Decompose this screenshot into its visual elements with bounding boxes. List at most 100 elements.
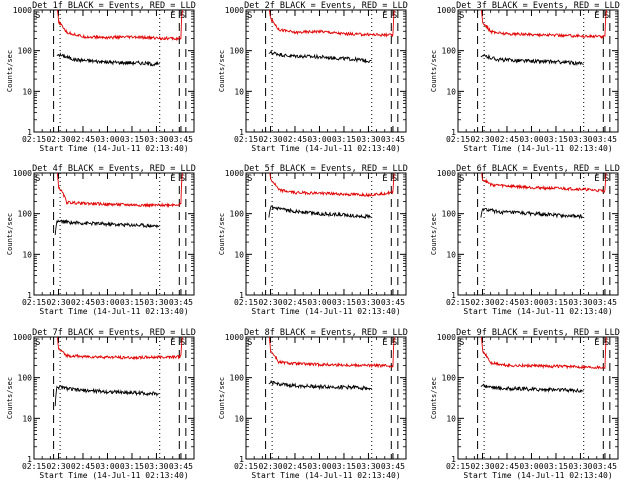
- s-marker: S: [392, 11, 397, 21]
- lld-series-line: [56, 10, 183, 42]
- y-tick-label: 10: [234, 87, 244, 96]
- y-axis-label: Counts/sec: [218, 50, 226, 92]
- x-tick-label: 03:15: [544, 298, 568, 307]
- y-axis-label: Counts/sec: [6, 213, 14, 255]
- x-axis-label: Start Time (14-Jul-11 02:13:40): [39, 307, 188, 316]
- s-marker: S: [35, 338, 40, 348]
- x-tick-label: 02:45: [495, 462, 519, 471]
- s-marker: S: [180, 11, 185, 21]
- y-tick-label: 1000: [13, 333, 32, 342]
- x-tick-label: 02:30: [258, 298, 282, 307]
- y-tick-label: 1: [451, 455, 456, 464]
- x-tick-label: 02:15: [22, 135, 46, 144]
- x-tick-label: 03:45: [593, 298, 617, 307]
- y-tick-label: 10: [446, 250, 456, 259]
- x-tick-label: 03:30: [568, 298, 592, 307]
- events-series-line: [268, 379, 372, 391]
- x-tick-label: 02:30: [258, 462, 282, 471]
- chart-title: Det 5f BLACK = Events, RED = LLD: [244, 164, 408, 174]
- x-tick-label: 02:45: [71, 462, 95, 471]
- lld-series-line: [56, 173, 183, 209]
- x-tick-label: 02:30: [46, 462, 70, 471]
- x-tick-label: 03:45: [381, 135, 405, 144]
- chart-title: Det 2f BLACK = Events, RED = LLD: [244, 1, 408, 11]
- y-tick-label: 10: [22, 414, 32, 423]
- y-tick-label: 1000: [437, 6, 456, 15]
- x-tick-label: 03:45: [593, 135, 617, 144]
- detector-chart-2: Det 2f BLACK = Events, RED = LLD 1 10 100 10…: [218, 1, 408, 153]
- e-marker: E: [382, 174, 387, 184]
- detector-chart-4: Det 4f BLACK = Events, RED = LLD 1 10 100 10…: [6, 164, 196, 316]
- e-marker: E: [382, 11, 387, 21]
- events-series-line: [268, 205, 372, 220]
- x-tick-label: 02:15: [234, 135, 258, 144]
- y-tick-label: 100: [18, 374, 33, 383]
- x-tick-label: 03:45: [381, 298, 405, 307]
- s-marker: S: [247, 174, 252, 184]
- s-marker: S: [392, 174, 397, 184]
- y-tick-label: 1: [27, 128, 32, 137]
- plot-frame: [33, 336, 195, 460]
- y-axis-label: Counts/sec: [6, 377, 14, 419]
- e-marker: E: [170, 338, 175, 348]
- s-marker: S: [459, 11, 464, 21]
- x-tick-label: 03:30: [568, 135, 592, 144]
- x-tick-label: 03:30: [356, 135, 380, 144]
- detector-chart-3: Det 3f BLACK = Events, RED = LLD 1 10 100 10…: [430, 1, 620, 153]
- s-marker: S: [392, 338, 397, 348]
- x-axis-label: Start Time (14-Jul-11 02:13:40): [39, 144, 188, 153]
- x-tick-label: 03:15: [332, 135, 356, 144]
- x-tick-label: 03:00: [307, 298, 331, 307]
- y-tick-label: 1: [27, 455, 32, 464]
- x-tick-label: 03:15: [120, 135, 144, 144]
- y-axis-label: Counts/sec: [6, 50, 14, 92]
- chart-title: Det 1f BLACK = Events, RED = LLD: [32, 1, 196, 11]
- lld-series-line: [481, 10, 607, 39]
- y-tick-label: 1000: [13, 169, 32, 178]
- lld-series-line: [56, 337, 183, 361]
- detector-chart-5: Det 5f BLACK = Events, RED = LLD 1 10 100 10…: [218, 164, 408, 316]
- plot-frame: [245, 172, 407, 296]
- x-tick-label: 02:15: [446, 462, 470, 471]
- y-tick-label: 10: [234, 414, 244, 423]
- y-tick-label: 1: [27, 291, 32, 300]
- x-tick-label: 03:00: [519, 135, 543, 144]
- x-axis-label: Start Time (14-Jul-11 02:13:40): [251, 471, 400, 480]
- x-tick-label: 03:30: [356, 298, 380, 307]
- lld-series-line: [269, 173, 395, 198]
- x-axis-label: Start Time (14-Jul-11 02:13:40): [463, 144, 612, 153]
- x-tick-label: 03:30: [144, 135, 168, 144]
- events-series-line: [480, 207, 584, 220]
- chart-title: Det 7f BLACK = Events, RED = LLD: [32, 328, 196, 338]
- x-tick-label: 03:15: [332, 462, 356, 471]
- y-tick-label: 100: [442, 47, 457, 56]
- y-tick-label: 100: [230, 210, 245, 219]
- detector-chart-6: Det 6f BLACK = Events, RED = LLD 1 10 100 10…: [430, 164, 620, 316]
- events-series-line: [54, 218, 160, 235]
- x-tick-label: 03:00: [95, 298, 119, 307]
- chart-title: Det 9f BLACK = Events, RED = LLD: [456, 328, 620, 338]
- x-tick-label: 02:45: [71, 298, 95, 307]
- x-axis-label: Start Time (14-Jul-11 02:13:40): [463, 471, 612, 480]
- y-tick-label: 100: [18, 47, 33, 56]
- e-marker: E: [594, 174, 599, 184]
- x-tick-label: 03:30: [356, 462, 380, 471]
- lld-series-line: [481, 173, 607, 193]
- plot-frame: [33, 9, 195, 133]
- y-axis-label: Counts/sec: [430, 377, 438, 419]
- x-tick-label: 02:30: [46, 298, 70, 307]
- y-tick-label: 1: [451, 128, 456, 137]
- s-marker: S: [247, 11, 252, 21]
- y-tick-label: 100: [230, 47, 245, 56]
- x-tick-label: 03:00: [95, 135, 119, 144]
- x-tick-label: 03:00: [519, 462, 543, 471]
- x-tick-label: 03:15: [120, 462, 144, 471]
- y-tick-label: 1000: [225, 333, 244, 342]
- s-marker: S: [180, 174, 185, 184]
- lld-series-line: [268, 337, 395, 369]
- plot-frame: [245, 336, 407, 460]
- y-axis-label: Counts/sec: [430, 213, 438, 255]
- plot-frame: [457, 172, 619, 296]
- x-tick-label: 03:45: [169, 298, 193, 307]
